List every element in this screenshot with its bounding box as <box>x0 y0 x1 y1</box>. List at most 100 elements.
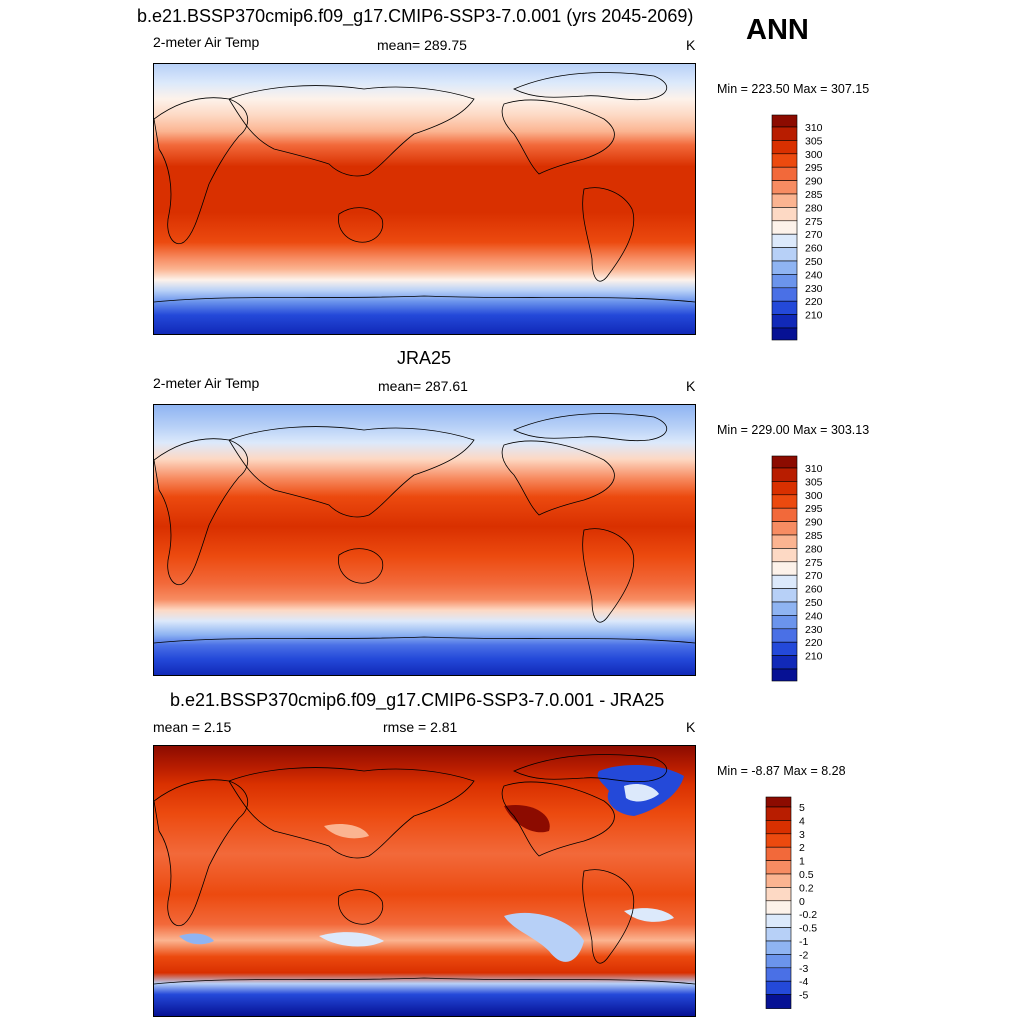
panel2-colorbar-label: 310 <box>805 463 823 475</box>
panel2-colorbar-label: 300 <box>805 490 823 502</box>
panel1-colorbar-box <box>771 274 798 289</box>
panel2-colorbar-box <box>771 641 798 656</box>
panel1-colorbar-label: 230 <box>805 283 823 295</box>
panel2-colorbar-label: 270 <box>805 570 823 582</box>
panel2-colorbar-label: 295 <box>805 503 823 515</box>
panel2-units: K <box>686 378 696 394</box>
panel1-colorbar-boxes <box>771 114 798 341</box>
panel2-map-field <box>154 405 695 675</box>
panel1-map-field <box>154 64 695 334</box>
panel1-colorbar-box <box>771 126 798 141</box>
panel2-colorbar-box <box>771 455 798 469</box>
panel3-colorbar-label: -2 <box>799 949 808 961</box>
panel1-colorbar-label: 220 <box>805 296 823 308</box>
panel2-colorbar-box <box>771 521 798 536</box>
panel3-units: K <box>686 719 696 735</box>
panel1-colorbar-box <box>771 233 798 248</box>
panel3-colorbar-boxes <box>765 796 792 1009</box>
panel3-colorbar-box <box>765 846 792 861</box>
panel3-colorbar-box <box>765 980 792 995</box>
panel2-title: JRA25 <box>397 348 452 368</box>
panel3-colorbar-box <box>765 940 792 955</box>
panel1-units: K <box>686 37 696 53</box>
panel1-colorbar-box <box>771 193 798 208</box>
panel1-colorbar-box <box>771 287 798 302</box>
panel1-colorbar-label: 310 <box>805 122 823 134</box>
panel2-colorbar-label: 260 <box>805 584 823 596</box>
panel2-colorbar-box <box>771 534 798 549</box>
panel2-colorbar: 310 305 300 295 290 285 280 275 270 260 … <box>771 455 842 682</box>
panel1-colorbar-box <box>771 180 798 195</box>
panel3-colorbar-box <box>765 820 792 835</box>
panel2-colorbar-box <box>771 561 798 576</box>
panel3-colorbar-box <box>765 954 792 969</box>
panel2-minmax: Min = 229.00 Max = 303.13 <box>717 423 870 437</box>
panel1-map <box>153 63 696 335</box>
panel3-colorbar-label: 5 <box>799 802 805 814</box>
panel1-colorbar-box <box>771 140 798 155</box>
panel2-colorbar-label: 275 <box>805 557 823 569</box>
panel3-colorbar-box <box>765 900 792 915</box>
panel2-colorbar-box <box>771 615 798 630</box>
panel1-colorbar-box <box>771 153 798 168</box>
panel3-colorbar-box <box>765 913 792 928</box>
panel1-colorbar-label: 305 <box>805 135 823 147</box>
panel2-colorbar-box <box>771 494 798 509</box>
panel1-colorbar: 310 305 300 295 290 285 280 275 270 260 … <box>771 114 842 341</box>
panel1-colorbar-label: 250 <box>805 256 823 268</box>
panel1-colorbar-box <box>771 327 798 341</box>
panel2-colorbar-label: 250 <box>805 597 823 609</box>
panel3-colorbar-label: 0.5 <box>799 869 814 881</box>
panel2-colorbar-svg: 310 305 300 295 290 285 280 275 270 260 … <box>771 455 823 682</box>
panel3-colorbar-label: -4 <box>799 976 808 988</box>
panel2-colorbar-boxes <box>771 455 798 682</box>
panel1-colorbar-box <box>771 300 798 315</box>
panel2-mean: mean= 287.61 <box>378 378 468 394</box>
panel1-colorbar-label: 270 <box>805 229 823 241</box>
panel3-colorbar-label: 3 <box>799 829 805 841</box>
panel3-rmse: rmse = 2.81 <box>383 719 458 735</box>
panel1-colorbar-box <box>771 166 798 181</box>
panel3-colorbar-label: -0.2 <box>799 909 817 921</box>
panel3-colorbar-label: 1 <box>799 856 805 868</box>
panel3-colorbar-label: -5 <box>799 990 808 1002</box>
panel3-colorbar-label: 4 <box>799 815 805 827</box>
panel1-colorbar-labels: 310 305 300 295 290 285 280 275 270 260 … <box>805 122 823 322</box>
panel2-colorbar-box <box>771 628 798 643</box>
panel1-colorbar-svg: 310 305 300 295 290 285 280 275 270 260 … <box>771 114 823 341</box>
panel1-colorbar-box <box>771 314 798 329</box>
panel2-colorbar-label: 230 <box>805 624 823 636</box>
panel1-colorbar-box <box>771 220 798 235</box>
panel3-minmax: Min = -8.87 Max = 8.28 <box>717 764 846 778</box>
panel3-title: b.e21.BSSP370cmip6.f09_g17.CMIP6-SSP3-7.… <box>170 690 665 710</box>
panel1-mean: mean= 289.75 <box>377 37 467 53</box>
panel3-colorbar-label: 0 <box>799 896 805 908</box>
panel3-colorbar-box <box>765 887 792 902</box>
panel1-colorbar-box <box>771 247 798 262</box>
panel3-colorbar-box <box>765 873 792 888</box>
panel3-colorbar-box <box>765 796 792 808</box>
panel2-colorbar-box <box>771 574 798 589</box>
panel2-colorbar-label: 210 <box>805 651 823 663</box>
panel3-map <box>153 745 696 1017</box>
panel3-colorbar-box <box>765 860 792 875</box>
panel1-colorbar-label: 295 <box>805 162 823 174</box>
panel3-colorbar-box <box>765 927 792 942</box>
panel3-colorbar-box <box>765 994 792 1009</box>
panel2-colorbar-box <box>771 481 798 496</box>
panel1-colorbar-box <box>771 114 798 128</box>
panel3-colorbar-box <box>765 967 792 982</box>
panel2-colorbar-box <box>771 601 798 616</box>
panel1-colorbar-label: 275 <box>805 216 823 228</box>
panel2-colorbar-labels: 310 305 300 295 290 285 280 275 270 260 … <box>805 463 823 663</box>
panel2-colorbar-box <box>771 467 798 482</box>
panel2-map <box>153 404 696 676</box>
panel1-colorbar-box <box>771 207 798 222</box>
panel1-colorbar-label: 290 <box>805 176 823 188</box>
panel2-colorbar-box <box>771 668 798 682</box>
panel3-colorbar-label: -0.5 <box>799 923 817 935</box>
panel2-colorbar-label: 305 <box>805 476 823 488</box>
panel1-colorbar-label: 280 <box>805 202 823 214</box>
panel3-colorbar-box <box>765 806 792 821</box>
panel2-colorbar-label: 220 <box>805 637 823 649</box>
